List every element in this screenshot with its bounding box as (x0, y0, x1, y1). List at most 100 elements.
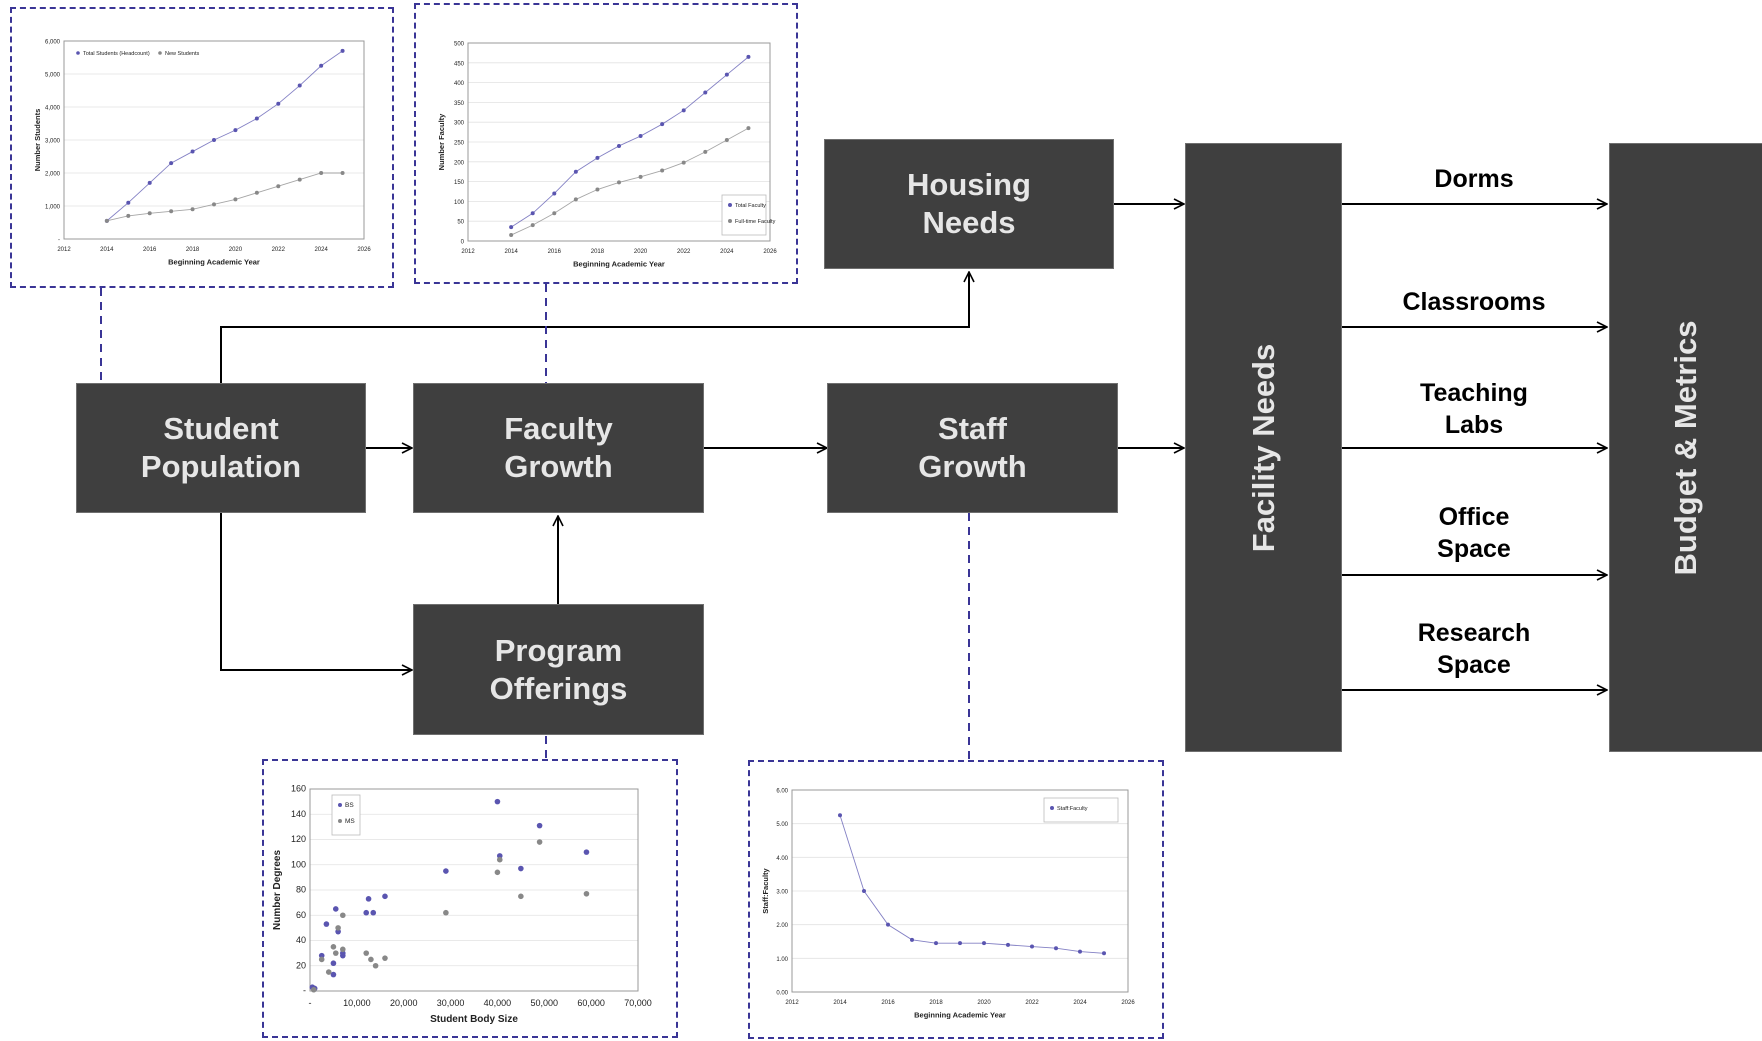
y-tick-label: 0 (461, 240, 465, 246)
data-point (372, 962, 379, 969)
data-point (660, 122, 665, 127)
y-tick-label: 100 (454, 200, 465, 206)
data-point (297, 83, 302, 88)
x-tick-label: 2012 (785, 1000, 799, 1006)
data-point (509, 233, 514, 238)
y-tick-label: 150 (454, 180, 465, 186)
data-point (276, 184, 281, 189)
classrooms-line-1: Classrooms (1402, 288, 1546, 316)
y-tick-label: 200 (454, 160, 465, 166)
legend-box (721, 194, 767, 236)
faculty-growth-chart: 0 50 100 150 200 250 300 350 400 450 500 2012 2014 20… (414, 3, 798, 284)
data-point (509, 225, 514, 230)
output-label-dorms: Dorms (1364, 163, 1584, 195)
legend-entry: Staff:Faculty (1057, 806, 1088, 812)
legend-entry: MS (345, 818, 355, 825)
data-point (494, 869, 501, 876)
data-point (363, 909, 370, 916)
x-tick-label: 2022 (677, 249, 691, 255)
y-tick-label: 500 (454, 42, 465, 48)
data-point (862, 889, 866, 893)
x-tick-label: 2024 (314, 247, 328, 253)
data-point (325, 969, 332, 975)
output-label-office-space: Office Space (1364, 501, 1584, 565)
data-point (583, 849, 590, 855)
legend-entry: Full-time Faculty (735, 219, 776, 225)
data-point (494, 798, 501, 805)
data-point (595, 155, 600, 160)
y-tick-label: 4,000 (45, 106, 61, 112)
x-tick-label: 2014 (504, 249, 518, 255)
data-point (382, 893, 388, 900)
program-offerings-line-2: Offerings (489, 670, 628, 706)
data-point (382, 955, 388, 961)
data-point (1030, 944, 1034, 949)
data-point (212, 202, 216, 207)
data-point (536, 822, 543, 829)
student-population-line-2: Population (140, 449, 302, 484)
data-point (443, 868, 449, 874)
y-axis-label: Number Faculty (437, 113, 446, 171)
data-point (169, 209, 174, 214)
data-point (190, 207, 195, 212)
student-population-line-1: Student (163, 411, 279, 446)
data-point (126, 200, 131, 205)
y-tick-label: 1.00 (776, 957, 788, 963)
x-tick-label: 2026 (763, 249, 777, 255)
program-offerings-line-1: Program (494, 632, 623, 668)
y-tick-label: 6.00 (776, 789, 788, 795)
research-space-line-2: Space (1437, 651, 1511, 679)
student-population-chart-svg: - 1,000 2,000 3,000 4,000 5,000 6,000 2012 2014 2… (33, 40, 371, 267)
x-tick-label: 30,000 (437, 998, 465, 1008)
data-point (319, 171, 324, 175)
y-tick-label: 450 (454, 61, 465, 67)
data-point (443, 909, 449, 916)
staff-faculty-chart-svg: 0.00 1.00 2.00 3.00 4.00 5.00 6.00 2012 2014 2016… (761, 789, 1135, 1020)
data-point (332, 906, 339, 912)
series-line (510, 56, 749, 228)
series-line (106, 172, 343, 222)
x-axis-label: Beginning Academic Year (168, 258, 260, 267)
x-axis-label: Student Body Size (430, 1014, 518, 1025)
budget-metrics-box: Budget & Metrics (1609, 143, 1762, 752)
legend-entry: BS (345, 802, 354, 809)
data-point (368, 956, 374, 963)
data-point (934, 941, 938, 946)
data-point (276, 101, 281, 106)
office-space-line-1: Office (1438, 503, 1510, 531)
data-point (530, 211, 535, 216)
data-point (1102, 951, 1106, 956)
x-tick-label: 10,000 (343, 998, 371, 1008)
y-tick-label: 3.00 (776, 890, 788, 896)
x-tick-label: 2016 (548, 249, 562, 255)
data-point (212, 138, 216, 142)
legend-entry: Total Students (Headcount) (83, 51, 150, 57)
staff-growth-box: Staff Growth (827, 383, 1118, 513)
data-point (681, 108, 686, 113)
y-tick-label: - (303, 986, 306, 996)
data-point (703, 90, 708, 95)
x-axis-label: Beginning Academic Year (573, 260, 665, 269)
y-tick-label: 160 (291, 784, 306, 794)
data-point (660, 168, 665, 173)
arrow-student-to-program (220, 513, 412, 670)
data-point (746, 54, 751, 59)
y-tick-label: 60 (296, 910, 306, 920)
data-point (233, 197, 238, 202)
x-tick-label: 2026 (1121, 1000, 1135, 1006)
teaching-labs-line-2: Labs (1444, 411, 1504, 439)
y-tick-label: 250 (454, 141, 465, 147)
x-tick-label: 2016 (143, 247, 157, 253)
x-axis-label: Beginning Academic Year (914, 1011, 1006, 1020)
output-label-teaching-labs: Teaching Labs (1364, 377, 1584, 441)
legend-marker (728, 203, 732, 207)
data-point (363, 950, 370, 956)
dorms-line-1: Dorms (1434, 165, 1514, 193)
data-point (147, 211, 152, 216)
legend-marker (338, 819, 342, 823)
data-point (838, 813, 842, 818)
data-point (886, 922, 890, 927)
plot-frame (63, 40, 365, 240)
data-point (330, 971, 337, 978)
